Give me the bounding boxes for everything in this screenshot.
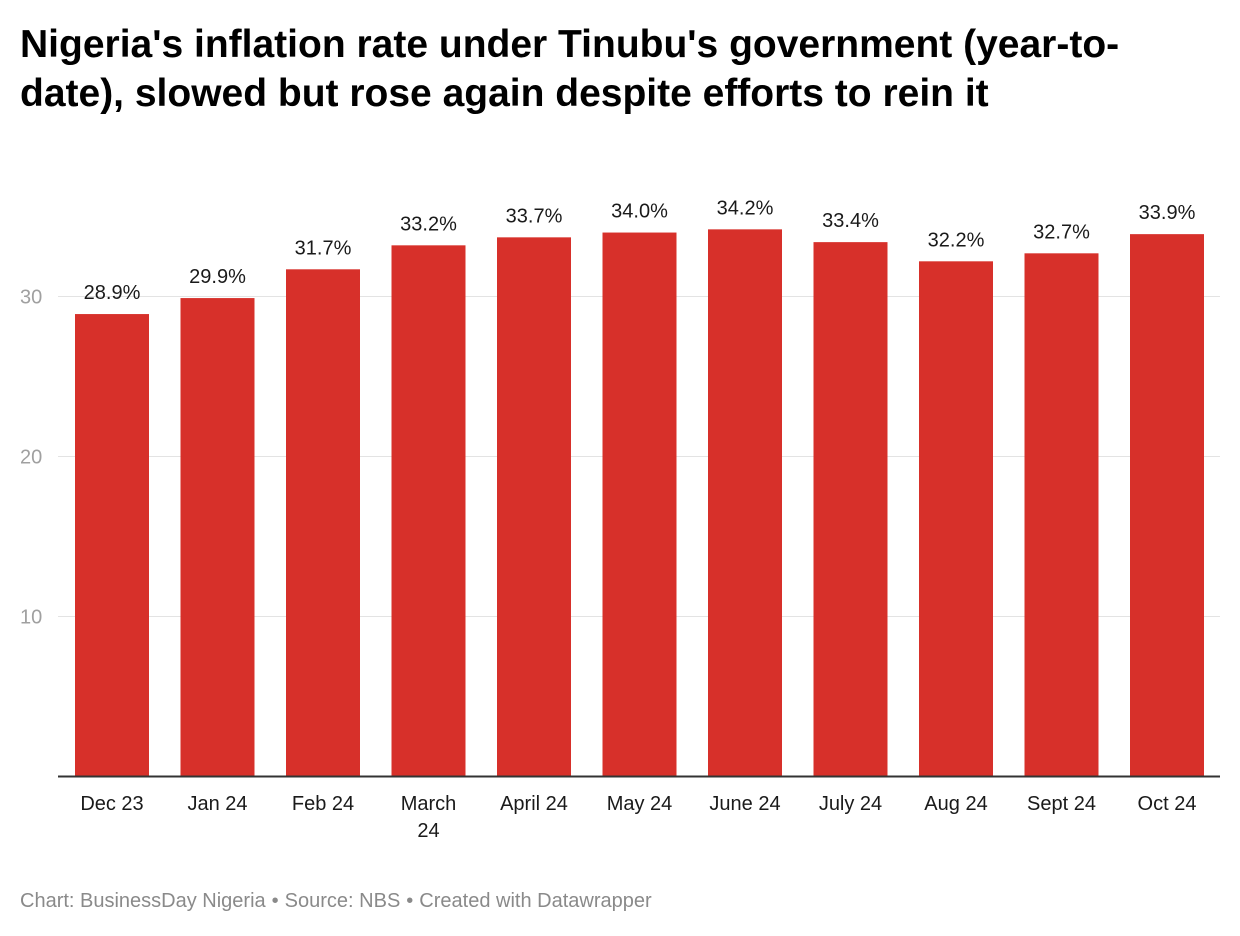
footer-created-with: Created with Datawrapper xyxy=(419,890,652,912)
x-tick-label: Feb 24 xyxy=(292,793,354,815)
x-tick-label-line: March xyxy=(401,793,457,815)
bar-value-label: 33.7% xyxy=(506,205,563,227)
bar-value-label: 34.2% xyxy=(717,197,774,219)
bar-value-label: 29.9% xyxy=(189,266,246,288)
x-tick-label-line: Oct 24 xyxy=(1138,793,1197,815)
bar xyxy=(75,314,149,776)
bar xyxy=(180,298,255,776)
footer-chart-credit: Chart: BusinessDay Nigeria xyxy=(20,890,266,912)
x-tick-label-line: Sept 24 xyxy=(1027,793,1096,815)
x-tick-label-line: Aug 24 xyxy=(924,793,987,815)
x-tick-label: Jan 24 xyxy=(187,793,247,815)
bar xyxy=(708,229,782,776)
bar xyxy=(602,232,677,777)
y-axis-ticks: 10 20 30 xyxy=(20,287,42,629)
bar xyxy=(1024,253,1099,777)
bars xyxy=(75,229,1204,777)
bar-value-label: 33.4% xyxy=(822,210,879,232)
x-tick-label: March 24 xyxy=(401,793,457,842)
chart-footer: Chart: BusinessDay Nigeria • Source: NBS • C… xyxy=(20,890,652,912)
x-tick-label-line: May 24 xyxy=(607,793,673,815)
x-tick-label-line: Feb 24 xyxy=(292,793,354,815)
bar xyxy=(813,242,888,776)
x-axis-ticks: Dec 23 Jan 24 Feb 24 March 24 April 24 May 24 J… xyxy=(80,793,1196,842)
bar-value-label: 28.9% xyxy=(84,282,141,304)
x-tick-label: Aug 24 xyxy=(924,793,987,815)
x-tick-label-line: 24 xyxy=(417,820,439,842)
bar xyxy=(497,237,571,776)
value-labels: 28.9% 29.9% 31.7% 33.2% 33.7% 34.0% 34.2% 33.4%… xyxy=(84,197,1196,304)
x-tick-label-line: April 24 xyxy=(500,793,568,815)
x-tick-label-line: June 24 xyxy=(709,793,780,815)
x-tick-label: Oct 24 xyxy=(1138,793,1197,815)
bar-value-label: 33.2% xyxy=(400,213,457,235)
bar-value-label: 31.7% xyxy=(295,237,352,259)
bar xyxy=(391,245,466,777)
bar-value-label: 32.7% xyxy=(1033,221,1090,243)
x-tick-label: July 24 xyxy=(819,793,882,815)
bar xyxy=(286,269,360,776)
bar-value-label: 32.2% xyxy=(928,229,985,251)
bar xyxy=(1130,234,1204,776)
x-tick-label-line: July 24 xyxy=(819,793,882,815)
y-tick-label: 20 xyxy=(20,447,42,469)
x-tick-label: Sept 24 xyxy=(1027,793,1096,815)
x-tick-label-line: Dec 23 xyxy=(80,793,143,815)
x-tick-label: April 24 xyxy=(500,793,568,815)
x-tick-label-line: Jan 24 xyxy=(187,793,247,815)
x-tick-label: Dec 23 xyxy=(80,793,143,815)
chart-title: Nigeria's inflation rate under Tinubu's … xyxy=(20,23,1120,115)
y-tick-label: 30 xyxy=(20,287,42,309)
bar xyxy=(919,261,993,776)
x-tick-label: May 24 xyxy=(607,793,673,815)
footer-source: Source: NBS xyxy=(284,890,401,912)
bar-chart: 10 20 30 28.9% 29.9% 31.7% 33.2% 33.7% 34.0% 34.… xyxy=(20,197,1220,842)
bar-value-label: 34.0% xyxy=(611,201,668,223)
bar-value-label: 33.9% xyxy=(1139,202,1196,224)
y-tick-label: 10 xyxy=(20,607,42,629)
x-tick-label: June 24 xyxy=(709,793,780,815)
